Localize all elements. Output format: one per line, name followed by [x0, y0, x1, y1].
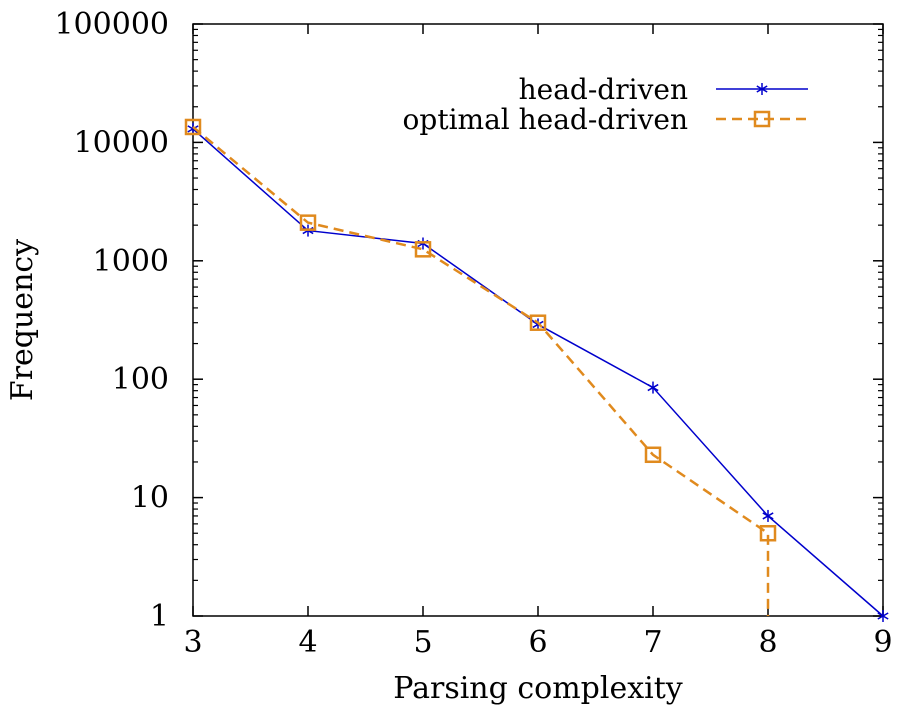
y-axis-label: Frequency — [5, 239, 40, 401]
star-stroke — [756, 85, 768, 93]
series-head-driven — [187, 122, 889, 622]
star-marker — [756, 83, 768, 95]
star-marker — [647, 381, 659, 394]
y-tick-label: 10 — [131, 481, 169, 516]
square-marker — [529, 314, 547, 331]
star-stroke — [877, 612, 889, 620]
star-stroke — [647, 383, 659, 392]
star-marker — [877, 610, 889, 622]
x-tick-label: 8 — [758, 625, 777, 660]
y-tick-label: 100000 — [54, 7, 169, 42]
x-tick-label: 9 — [873, 625, 892, 660]
y-tick-label: 100 — [112, 362, 169, 397]
square-marker — [759, 524, 777, 542]
legend-label: head-driven — [519, 73, 688, 106]
x-axis-label: Parsing complexity — [393, 671, 683, 706]
y-tick-label: 1000 — [93, 244, 169, 279]
square-marker — [753, 110, 771, 128]
series-line — [192, 128, 884, 617]
series-optimal-head-driven — [184, 118, 777, 616]
square-marker — [299, 214, 317, 231]
square-marker — [644, 446, 662, 464]
star-stroke — [762, 512, 774, 520]
square-marker — [414, 241, 432, 258]
series-layer — [184, 118, 889, 622]
y-tick-label: 1 — [150, 599, 169, 634]
tick-labels: 3 4 5 6 7 8 9 1 10 100 1000 10000 100000 — [54, 7, 892, 660]
x-tick-label: 3 — [183, 625, 202, 660]
y-tick-label: 10000 — [74, 125, 169, 160]
star-marker — [762, 509, 774, 522]
series-line — [192, 126, 770, 616]
x-tick-label: 4 — [298, 625, 317, 660]
square-marker — [184, 118, 202, 136]
legend-label: optimal head-driven — [403, 103, 688, 136]
x-tick-label: 7 — [643, 625, 662, 660]
x-tick-label: 6 — [528, 625, 547, 660]
x-tick-label: 5 — [413, 625, 432, 660]
